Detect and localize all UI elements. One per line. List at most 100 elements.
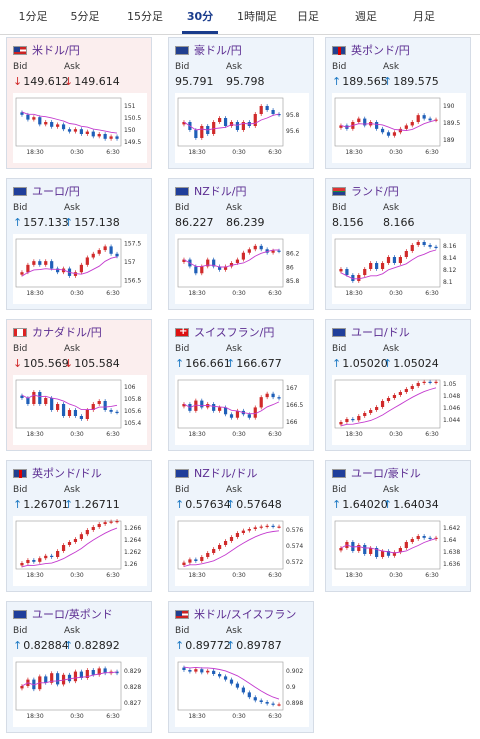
y-tick-label: 0.574: [286, 543, 303, 550]
rate-card[interactable]: 米ドル/スイスフラン Bid Ask ↑0.89772 ↑0.89787 0.9…: [168, 601, 314, 733]
bid-value: ↑189.565: [332, 75, 388, 88]
candle-body: [247, 529, 251, 531]
chart-svg: 190 189.5 189 18:30 0:30 6:30: [334, 97, 460, 156]
currency-pair-link[interactable]: カナダドル/円: [32, 326, 102, 339]
candlestick-chart[interactable]: 86.2 86 85.8 18:30 0:30 6:30: [175, 234, 309, 304]
tab-5[interactable]: 日足: [297, 10, 319, 23]
tab-4[interactable]: 1時間足: [237, 10, 277, 23]
card-header: 米ドル/スイスフラン: [175, 608, 297, 621]
bid-value: 8.156: [332, 216, 364, 229]
candle-body: [212, 259, 216, 267]
y-tick-label: 1.266: [124, 525, 141, 532]
candlestick-chart[interactable]: 167 166.5 166 18:30 0:30 6:30: [175, 375, 309, 445]
currency-pair-link[interactable]: ユーロ/円: [32, 185, 80, 198]
currency-pair-link[interactable]: 米ドル/円: [32, 44, 80, 57]
y-tick-label: 0.828: [124, 684, 141, 691]
candlestick-chart[interactable]: 106 105.8 105.6 105.4 18:30 0:30 6:30: [13, 375, 147, 445]
rate-card[interactable]: スイスフラン/円 Bid Ask ↑166.661 ↑166.677 16716…: [168, 319, 314, 451]
candlestick-chart[interactable]: 1.266 1.264 1.262 1.26 18:30 0:30 6:30: [13, 516, 147, 586]
candlestick-chart[interactable]: 8.16 8.14 8.12 8.1 18:30 0:30 6:30: [332, 234, 466, 304]
y-tick-label: 0.576: [286, 527, 303, 534]
candle-body: [20, 563, 24, 566]
candlestick-chart[interactable]: 0.829 0.828 0.827 18:30 0:30 6:30: [13, 657, 147, 727]
currency-pair-link[interactable]: ユーロ/ドル: [351, 326, 410, 339]
currency-pair-link[interactable]: 英ポンド/ドル: [32, 467, 102, 480]
tab-0[interactable]: 1分足: [18, 10, 48, 23]
rate-card[interactable]: ユーロ/円 Bid Ask ↑157.133 ↑157.138 157.5 157…: [6, 178, 152, 310]
candlestick-chart[interactable]: 0.902 0.9 0.898 18:30 0:30 6:30: [175, 657, 309, 727]
candle-body: [115, 253, 119, 257]
candle-body: [38, 117, 42, 125]
rate-card[interactable]: カナダドル/円 Bid Ask ↓105.569 ↓105.584 106 105…: [6, 319, 152, 451]
tab-3[interactable]: 30分足: [182, 0, 218, 57]
candlestick-chart[interactable]: 190 189.5 189 18:30 0:30 6:30: [332, 93, 466, 163]
rate-card[interactable]: ユーロ/豪ドル Bid Ask ↑1.64020 ↑1.64034 1.642 1…: [325, 460, 471, 592]
candle-body: [434, 119, 438, 121]
candle-body: [277, 397, 281, 399]
candle-body: [345, 269, 349, 275]
candle-body: [265, 393, 269, 398]
currency-pair-link[interactable]: ユーロ/豪ドル: [351, 467, 421, 480]
currency-pair-link[interactable]: スイスフラン/円: [194, 326, 275, 339]
currency-pair-link[interactable]: NZドル/円: [194, 185, 247, 198]
candlestick-chart[interactable]: 157.5 157 156.5 18:30 0:30 6:30: [13, 234, 147, 304]
chart-svg: 0.902 0.9 0.898 18:30 0:30 6:30: [177, 661, 303, 720]
candle-body: [32, 679, 36, 690]
candlestick-chart[interactable]: 151 150.5 150 149.5 18:30 0:30 6:30: [13, 93, 147, 163]
rate-card[interactable]: 米ドル/円 Bid Ask ↓149.612 ↓149.614 151 150.5…: [6, 37, 152, 169]
currency-pair-link[interactable]: 米ドル/スイスフラン: [194, 608, 297, 621]
candle-body: [97, 401, 101, 404]
candle-body: [218, 545, 222, 549]
currency-pair-link[interactable]: ランド/円: [351, 185, 399, 198]
candle-body: [271, 525, 275, 527]
rate-card[interactable]: 英ポンド/ドル Bid Ask ↑1.26701 ↑1.26711 1.266 1…: [6, 460, 152, 592]
candlestick-chart[interactable]: 1.642 1.64 1.638 1.636 18:30 0:30 6:30: [332, 516, 466, 586]
rate-card[interactable]: NZドル/円 Bid Ask 86.227 86.239 86.2 86 85.8 1…: [168, 178, 314, 310]
currency-pair-link[interactable]: 豪ドル/円: [194, 44, 242, 57]
candle-body: [422, 115, 426, 119]
candle-body: [253, 245, 257, 250]
x-tick-label: 18:30: [26, 713, 43, 720]
x-tick-label: 18:30: [188, 149, 205, 156]
candlestick-chart[interactable]: 95.8 95.6 18:30 0:30 6:30: [175, 93, 309, 163]
rate-card[interactable]: ユーロ/ドル Bid Ask ↑1.05020 ↑1.05024 1.05 1.0…: [325, 319, 471, 451]
chart-svg: 0.576 0.574 0.572 18:30 0:30 6:30: [177, 520, 303, 579]
bid-value: ↑1.26701: [13, 498, 69, 511]
ask-label: Ask: [383, 344, 400, 354]
rate-card[interactable]: 英ポンド/円 Bid Ask ↑189.565 ↑189.575 190 189.…: [325, 37, 471, 169]
tab-1[interactable]: 5分足: [70, 10, 100, 23]
y-tick-label: 190: [443, 103, 455, 110]
moving-average-line: [21, 671, 118, 687]
x-tick-label: 18:30: [26, 149, 43, 156]
candle-body: [363, 118, 367, 126]
card-header: NZドル/ドル: [175, 467, 258, 480]
candle-body: [20, 395, 24, 398]
y-tick-label: 106: [124, 384, 136, 391]
candle-body: [61, 268, 66, 273]
tab-6[interactable]: 週足: [355, 10, 377, 23]
currency-pair-link[interactable]: NZドル/ドル: [194, 467, 258, 480]
tab-7[interactable]: 月足: [413, 10, 435, 23]
currency-pair-link[interactable]: 英ポンド/円: [351, 44, 410, 57]
candle-body: [434, 537, 438, 539]
candle-body: [44, 676, 48, 683]
currency-pair-link[interactable]: ユーロ/英ポンド: [32, 608, 113, 621]
rate-card[interactable]: ユーロ/英ポンド Bid Ask ↑0.82884 ↑0.82892 0.829…: [6, 601, 152, 733]
candlestick-chart[interactable]: 0.576 0.574 0.572 18:30 0:30 6:30: [175, 516, 309, 586]
candle-body: [200, 669, 204, 673]
candle-body: [259, 700, 263, 702]
candlestick-chart[interactable]: 1.05 1.048 1.046 1.044 18:30 0:30 6:30: [332, 375, 466, 445]
y-tick-label: 157.5: [124, 241, 141, 248]
rate-card[interactable]: NZドル/ドル Bid Ask ↑0.57634 ↑0.57648 0.576 0…: [168, 460, 314, 592]
y-tick-label: 150.5: [124, 115, 141, 122]
ask-value: ↓149.614: [64, 75, 120, 88]
candle-body: [200, 557, 204, 561]
x-tick-label: 6:30: [268, 713, 282, 720]
rate-card[interactable]: ランド/円 Bid Ask 8.156 8.166 8.16 8.14 8.12 8.…: [325, 178, 471, 310]
tab-2[interactable]: 15分足: [127, 10, 163, 23]
ask-value: ↑1.26711: [64, 498, 120, 511]
za-flag-icon: [332, 186, 346, 196]
ask-value: 86.239: [226, 216, 265, 229]
rate-card[interactable]: 豪ドル/円 Bid Ask 95.791 95.798 95.8 95.6 18:3…: [168, 37, 314, 169]
candle-body: [26, 560, 30, 563]
